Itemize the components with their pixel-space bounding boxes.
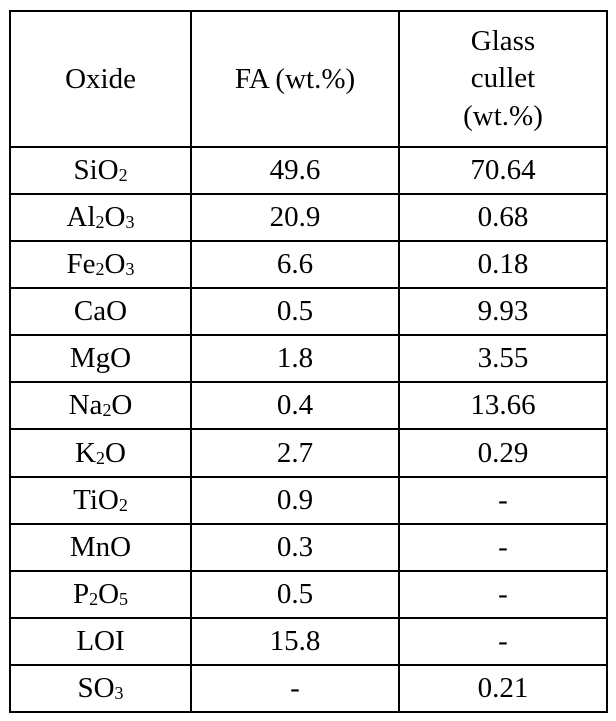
table-row: MgO 1.8 3.55	[9, 334, 608, 384]
table-row: Fe2O3 6.6 0.18	[9, 240, 608, 290]
fa-cell: 0.3	[190, 522, 400, 572]
oxide-cell: TiO2	[9, 475, 192, 525]
oxide-composition-table: Oxide FA (wt.%) Glass cullet (wt.%) SiO2…	[9, 10, 608, 714]
header-glass-cullet: Glass cullet (wt.%)	[398, 10, 608, 148]
header-glass-line-3: (wt.%)	[463, 99, 543, 132]
table-row: MnO 0.3 -	[9, 522, 608, 572]
fa-cell: 0.4	[190, 381, 400, 431]
glass-cell: 13.66	[398, 381, 608, 431]
header-glass-line-2: cullet	[470, 62, 536, 95]
table-row: Na2O 0.4 13.66	[9, 381, 608, 431]
oxide-cell: SiO2	[9, 145, 192, 196]
table-row: SO3 - 0.21	[9, 663, 608, 714]
glass-cell: 3.55	[398, 334, 608, 384]
glass-cell: -	[398, 475, 608, 525]
fa-cell: -	[190, 663, 400, 714]
glass-cell: 70.64	[398, 145, 608, 196]
header-oxide: Oxide	[9, 10, 192, 148]
oxide-cell: CaO	[9, 287, 192, 337]
fa-cell: 1.8	[190, 334, 400, 384]
fa-cell: 2.7	[190, 428, 400, 478]
oxide-cell: SO3	[9, 663, 192, 714]
fa-cell: 0.9	[190, 475, 400, 525]
glass-cell: -	[398, 616, 608, 666]
table-row: LOI 15.8 -	[9, 616, 608, 666]
fa-cell: 6.6	[190, 240, 400, 290]
fa-cell: 0.5	[190, 569, 400, 619]
glass-cell: 0.21	[398, 663, 608, 714]
oxide-cell: MnO	[9, 522, 192, 572]
oxide-cell: LOI	[9, 616, 192, 666]
header-fa: FA (wt.%)	[190, 10, 400, 148]
glass-cell: 0.29	[398, 428, 608, 478]
table-row: Al2O3 20.9 0.68	[9, 193, 608, 243]
table-row: P2O5 0.5 -	[9, 569, 608, 619]
fa-cell: 20.9	[190, 193, 400, 243]
glass-cell: 9.93	[398, 287, 608, 337]
table-row: SiO2 49.6 70.64	[9, 145, 608, 196]
header-row: Oxide FA (wt.%) Glass cullet (wt.%)	[9, 10, 608, 148]
oxide-cell: Na2O	[9, 381, 192, 431]
header-glass-line-1: Glass	[470, 25, 536, 58]
fa-cell: 49.6	[190, 145, 400, 196]
glass-cell: 0.18	[398, 240, 608, 290]
oxide-cell: K2O	[9, 428, 192, 478]
table-row: TiO2 0.9 -	[9, 475, 608, 525]
table-row: K2O 2.7 0.29	[9, 428, 608, 478]
oxide-cell: Al2O3	[9, 193, 192, 243]
fa-cell: 15.8	[190, 616, 400, 666]
oxide-cell: MgO	[9, 334, 192, 384]
oxide-cell: P2O5	[9, 569, 192, 619]
glass-cell: -	[398, 522, 608, 572]
glass-cell: 0.68	[398, 193, 608, 243]
oxide-cell: Fe2O3	[9, 240, 192, 290]
table-row: CaO 0.5 9.93	[9, 287, 608, 337]
glass-cell: -	[398, 569, 608, 619]
fa-cell: 0.5	[190, 287, 400, 337]
